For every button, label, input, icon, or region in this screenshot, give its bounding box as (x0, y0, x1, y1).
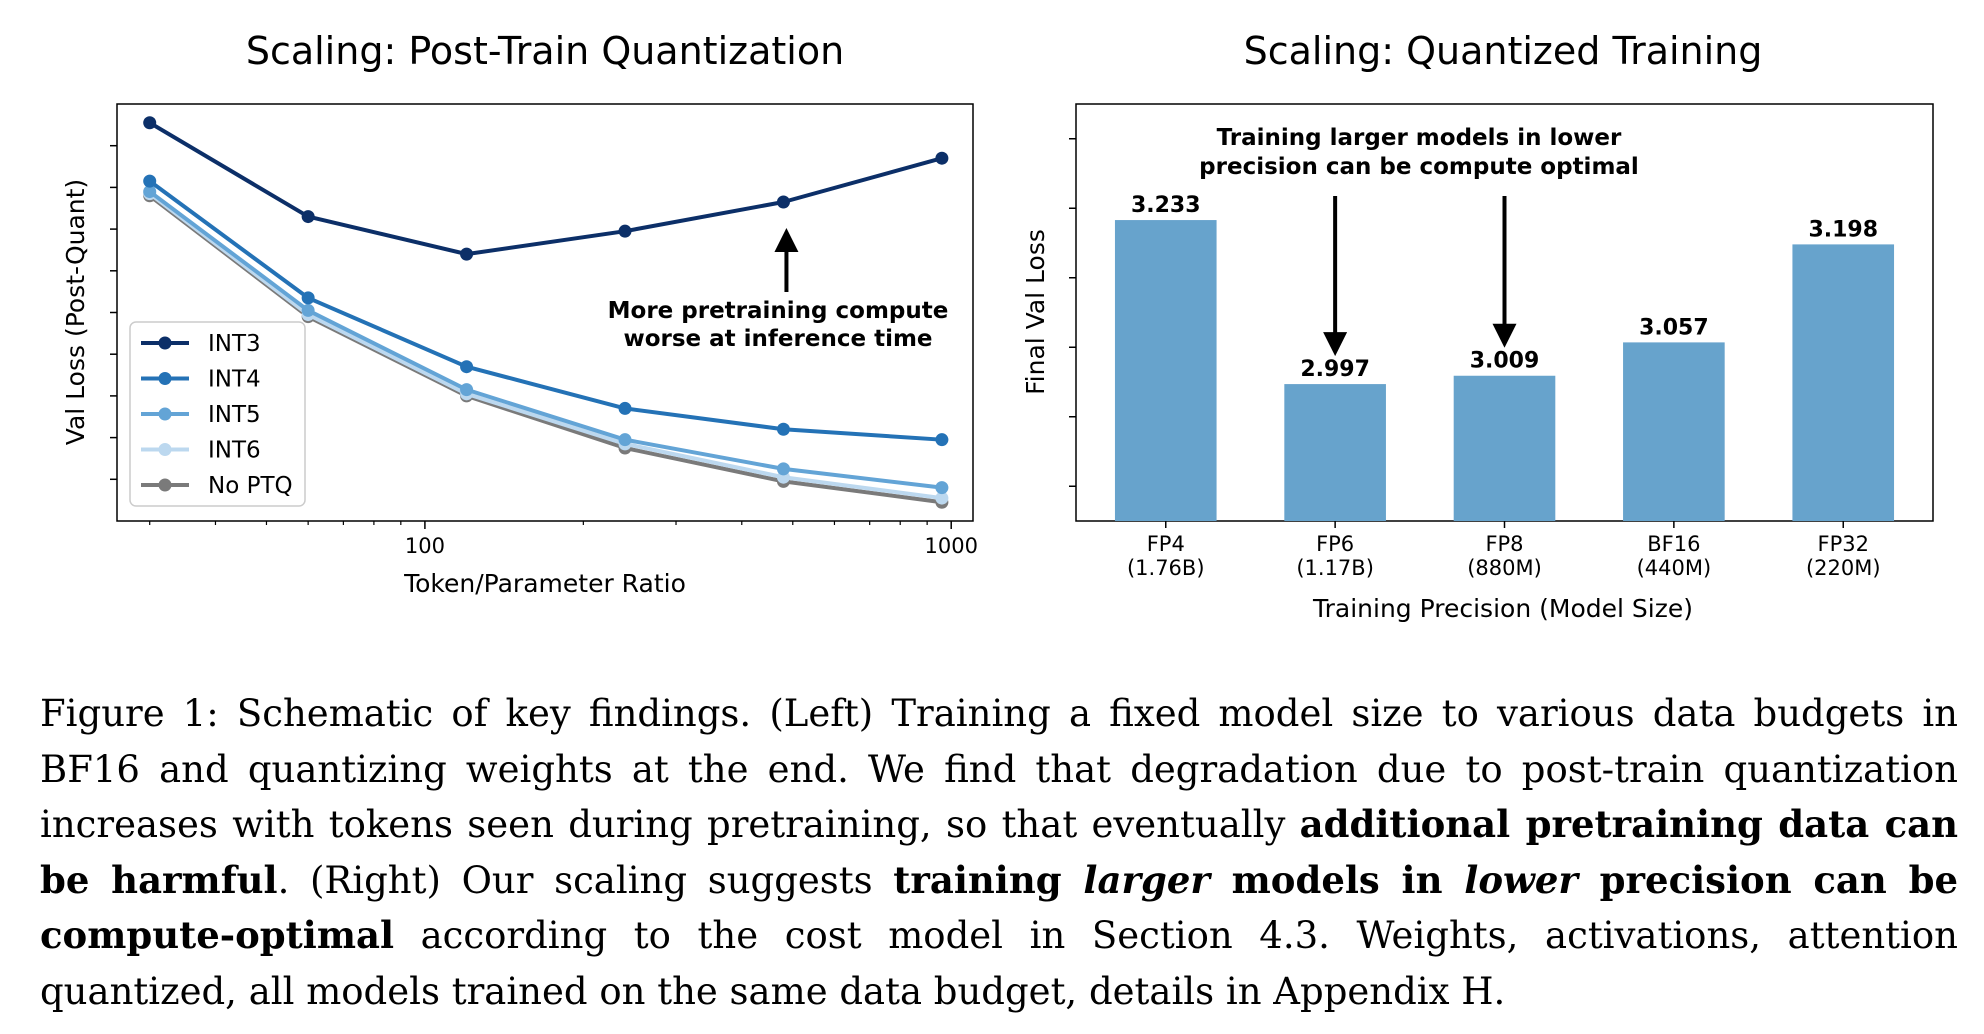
data-point-int4 (301, 291, 315, 305)
left-series-lines (143, 116, 949, 509)
right-x-axis-label: Training Precision (Model Size) (1312, 594, 1693, 623)
data-point-int5 (935, 481, 949, 495)
series-line-int3 (148, 121, 943, 257)
data-point-int4 (776, 422, 790, 436)
figure-caption: Figure 1: Schematic of key findings. (Le… (40, 686, 1958, 1019)
right-bars: 3.233 FP4(1.76B) 2.997 FP6(1.17B) 3.009 FP8(8… (1114, 193, 1895, 580)
legend-label-int6: INT6 (208, 438, 261, 464)
data-point-int5 (143, 185, 157, 199)
right-x-tick-sublabel: (1.76B) (1127, 556, 1205, 580)
data-point-int5 (776, 462, 790, 476)
data-point-int4 (460, 360, 474, 374)
bar-value-label-fp4: 3.233 (1131, 193, 1201, 218)
right-x-tick-label: FP4 (1147, 532, 1185, 556)
bar-fp32 (1792, 244, 1895, 521)
right-x-tick-label: BF16 (1647, 532, 1700, 556)
legend-label-int5: INT5 (208, 402, 261, 428)
data-point-int3 (776, 195, 790, 209)
data-point-int6 (935, 491, 949, 505)
right-x-tick-label: FP8 (1485, 532, 1523, 556)
series-line-int5 (148, 189, 943, 490)
right-x-tick-sublabel: (880M) (1467, 556, 1542, 580)
bar-value-label-fp32: 3.198 (1808, 217, 1878, 242)
ptq-line-chart: Scaling: Post-Train Quantization 100 1000… (61, 29, 978, 598)
data-point-int5 (460, 383, 474, 397)
legend-marker-int3 (158, 336, 172, 350)
caption-segment: precision can be compute-optimal (40, 857, 1958, 958)
right-x-tick-sublabel: (220M) (1806, 556, 1881, 580)
legend-frame (129, 321, 306, 507)
left-x-axis-label: Token/Parameter Ratio (403, 569, 686, 598)
series-line-int6 (148, 192, 943, 501)
data-point-int3 (618, 224, 632, 238)
left-annotation: More pretraining compute worse at infere… (608, 228, 949, 352)
bar-bf16 (1623, 342, 1725, 521)
legend-label-int4: INT4 (208, 367, 261, 393)
caption-segment: larger (1083, 857, 1210, 902)
left-chart-title: Scaling: Post-Train Quantization (246, 29, 844, 73)
legend-marker-no-ptq (158, 478, 172, 492)
caption-segment: Figure 1: Schematic of key findings. (Le… (40, 692, 1958, 846)
left-annotation-line-2: worse at inference time (623, 326, 932, 352)
data-point-int4 (935, 433, 949, 447)
left-legend: INT3 INT4 INT5 INT6 No PTQ (129, 321, 306, 507)
bar-value-label-fp6: 2.997 (1300, 357, 1370, 382)
legend-marker-int4 (158, 372, 172, 385)
caption-segment: training (893, 857, 1084, 902)
left-x-ticks: 100 1000 (149, 521, 978, 558)
right-y-axis-label: Final Val Loss (1021, 229, 1050, 395)
left-x-tick-label: 100 (405, 534, 445, 558)
legend-marker-int5 (158, 407, 172, 421)
left-y-axis-label: Val Loss (Post-Quant) (61, 179, 90, 445)
data-point-int5 (301, 303, 315, 317)
legend-label-no-ptq: No PTQ (208, 473, 293, 499)
bar-fp6 (1284, 384, 1386, 521)
data-point-int3 (301, 210, 315, 224)
right-chart-title: Scaling: Quantized Training (1244, 29, 1763, 73)
left-x-tick-label: 1000 (924, 534, 977, 558)
bar-fp8 (1453, 375, 1556, 521)
right-x-tick-label: FP32 (1818, 532, 1869, 556)
quantized-training-bar-chart: Scaling: Quantized Training 3.233 FP4(1.7… (1021, 29, 1934, 623)
bar-fp4 (1114, 220, 1217, 521)
left-y-ticks (110, 144, 117, 481)
caption-segment: . (Right) Our scaling suggests (277, 858, 894, 902)
right-x-tick-sublabel: (440M) (1637, 556, 1712, 580)
data-point-int5 (618, 433, 632, 447)
bar-value-label-fp8: 3.009 (1470, 349, 1540, 374)
right-annotation: Training larger models in lower precisio… (1199, 125, 1639, 357)
left-annotation-line-1: More pretraining compute (608, 298, 949, 324)
series-line-int4 (148, 179, 943, 442)
right-x-tick-label: FP6 (1316, 532, 1354, 556)
legend-label-int3: INT3 (208, 331, 261, 357)
caption-segment: according to the cost model in Section 4… (40, 914, 1958, 1013)
right-annotation-line-1: Training larger models in lower (1217, 125, 1622, 151)
data-point-int3 (460, 247, 474, 261)
data-point-int4 (618, 401, 632, 415)
data-point-int3 (935, 151, 949, 165)
data-point-int3 (143, 116, 157, 130)
right-x-tick-sublabel: (1.17B) (1296, 556, 1374, 580)
right-y-ticks (1069, 138, 1076, 487)
caption-segment: additional pretraining data can be harmf… (40, 802, 1959, 902)
caption-segment: lower (1464, 857, 1578, 902)
caption-segment: models in (1209, 857, 1465, 902)
right-annotation-line-2: precision can be compute optimal (1199, 154, 1639, 180)
bar-value-label-bf16: 3.057 (1639, 315, 1709, 340)
legend-marker-int6 (158, 443, 172, 456)
data-point-int4 (143, 174, 157, 188)
